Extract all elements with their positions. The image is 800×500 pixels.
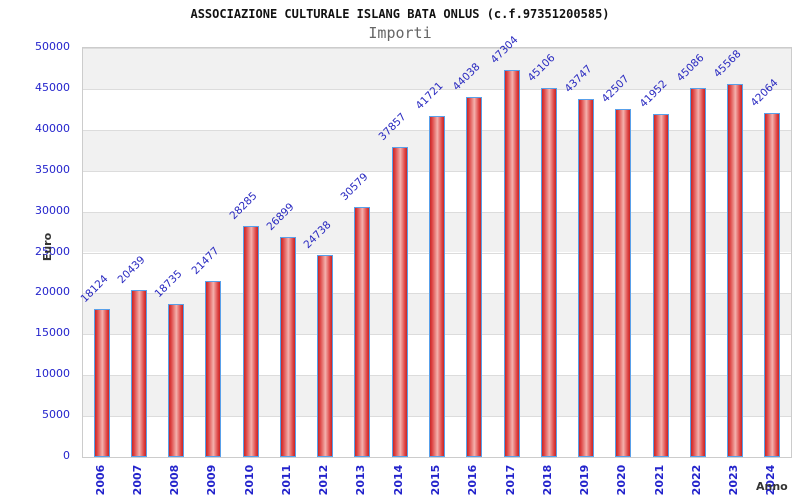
bar <box>429 115 445 457</box>
y-tick-label: 30000 <box>35 203 70 217</box>
y-tick-label: 50000 <box>35 40 70 53</box>
bar <box>652 113 669 457</box>
x-tick-label: 2016 <box>466 464 480 496</box>
x-axis-title: Anno <box>756 480 788 493</box>
bar <box>168 303 185 457</box>
bar <box>764 112 781 457</box>
bar <box>279 236 296 457</box>
y-tick-label: 25000 <box>35 244 70 258</box>
chart-title: ASSOCIAZIONE CULTURALE ISLANG BATA ONLUS… <box>190 7 610 21</box>
y-tick-label: 20000 <box>35 285 70 299</box>
x-tick-label: 2022 <box>689 464 703 496</box>
bar <box>391 147 408 457</box>
x-tick-label: 2006 <box>93 464 107 496</box>
x-tick-label: 2008 <box>168 464 182 496</box>
y-tick-label: 5000 <box>42 408 70 422</box>
bar <box>317 254 334 457</box>
x-tick-label: 2012 <box>317 464 331 496</box>
y-tick-label: 35000 <box>35 162 70 176</box>
x-tick-label: 2015 <box>429 464 442 496</box>
bar <box>466 96 483 457</box>
bar <box>727 84 744 457</box>
grid-band <box>83 48 791 89</box>
x-tick-label: 2007 <box>130 464 144 496</box>
y-axis-title: Euro <box>41 232 54 262</box>
x-tick-label: 2021 <box>652 464 666 496</box>
x-tick-label: 2023 <box>727 464 741 496</box>
bar <box>540 88 557 457</box>
y-tick-label: 45000 <box>35 80 70 94</box>
y-tick-label: 0 <box>63 449 70 462</box>
x-tick-label: 2017 <box>503 464 517 496</box>
bar <box>689 88 706 457</box>
plot-area: 18124 20439 18735 21477 28285 26899 24738 30579… <box>78 34 792 458</box>
y-tick-label: 15000 <box>35 326 70 340</box>
gridline <box>83 48 791 49</box>
x-tick-label: 2011 <box>279 464 293 496</box>
y-tick-label: 40000 <box>35 121 70 135</box>
bar <box>615 109 632 457</box>
bar <box>503 70 520 457</box>
bar <box>205 281 222 457</box>
x-tick-label: 2014 <box>391 464 405 496</box>
x-tick-label: 2009 <box>205 464 219 496</box>
bar <box>130 289 147 457</box>
bar <box>354 206 371 457</box>
x-tick-label: 2018 <box>540 464 554 496</box>
x-tick-label: 2013 <box>354 464 368 496</box>
bar <box>93 308 110 457</box>
bar <box>242 225 259 457</box>
gridline <box>83 88 791 90</box>
x-tick-label: 2020 <box>615 464 629 496</box>
chart-subtitle: Importi <box>368 24 432 42</box>
x-tick-label: 2019 <box>578 464 592 496</box>
x-tick-label: 2010 <box>242 464 256 496</box>
bar <box>578 99 595 457</box>
y-tick-label: 10000 <box>35 367 70 381</box>
